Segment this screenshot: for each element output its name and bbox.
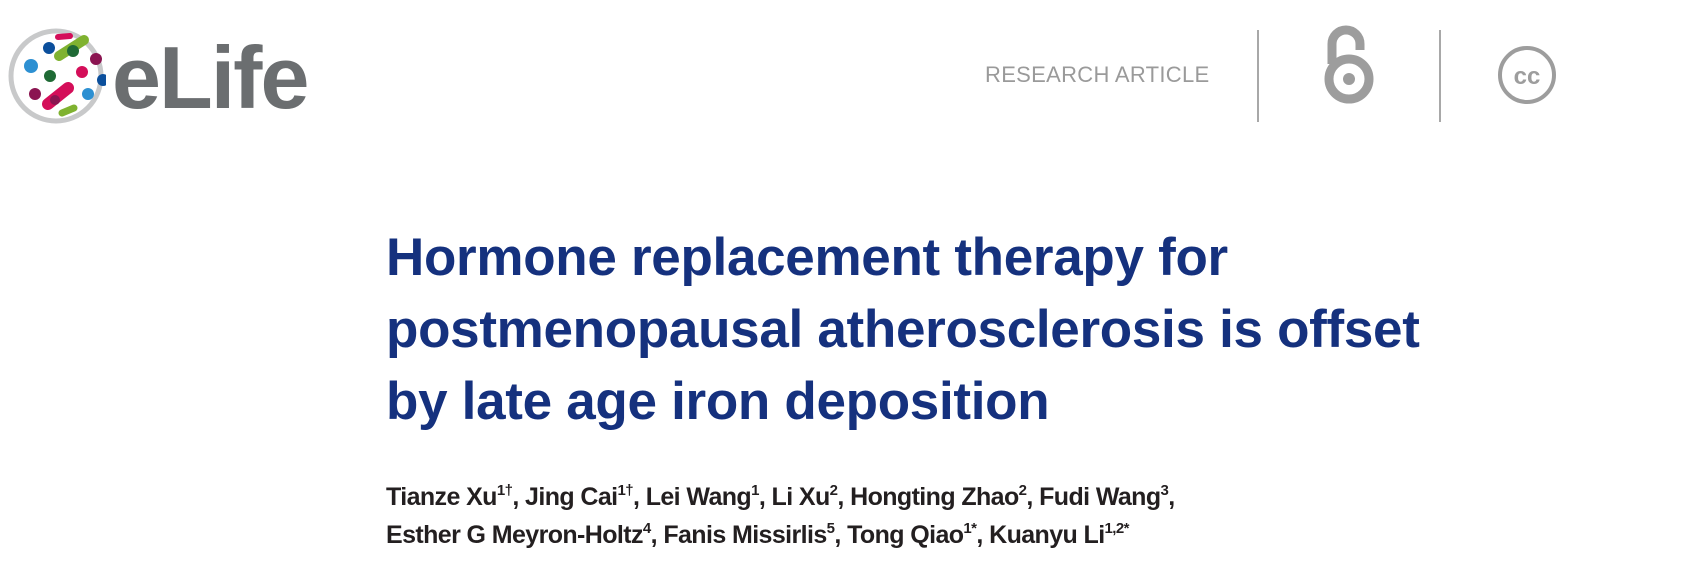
divider	[1257, 30, 1259, 122]
creative-commons-icon: cc	[1498, 46, 1556, 104]
author-line: Tianze Xu1†, Jing Cai1†, Lei Wang1, Li X…	[386, 482, 1175, 511]
author[interactable]: Esther G Meyron-Holtz4	[386, 520, 651, 549]
divider	[1439, 30, 1441, 122]
elife-logo-icon	[8, 28, 106, 124]
author-list: Tianze Xu1†, Jing Cai1†, Lei Wang1, Li X…	[386, 478, 1175, 554]
author[interactable]: Li Xu2	[771, 482, 838, 511]
svg-text:cc: cc	[1514, 63, 1541, 90]
author-line: Esther G Meyron-Holtz4, Fanis Missirlis5…	[386, 520, 1129, 549]
author[interactable]: Fudi Wang3	[1039, 482, 1169, 511]
open-access-icon	[1324, 25, 1374, 104]
author[interactable]: Kuanyu Li1,2*	[989, 520, 1129, 549]
article-type-label: RESEARCH ARTICLE	[985, 62, 1210, 87]
author[interactable]: Tianze Xu1†	[386, 482, 513, 511]
author[interactable]: Jing Cai1†	[525, 482, 634, 511]
author[interactable]: Lei Wang1	[645, 482, 760, 511]
brand-wordmark[interactable]: eLife	[112, 28, 309, 127]
title-line: Hormone replacement therapy for	[386, 228, 1228, 287]
title-line: postmenopausal atherosclerosis is offset	[386, 300, 1420, 359]
author[interactable]: Fanis Missirlis5	[663, 520, 835, 549]
article-title: Hormone replacement therapy for postmeno…	[386, 222, 1420, 438]
title-line: by late age iron deposition	[386, 372, 1050, 431]
author[interactable]: Hongting Zhao2	[850, 482, 1027, 511]
author[interactable]: Tong Qiao1*	[847, 520, 977, 549]
